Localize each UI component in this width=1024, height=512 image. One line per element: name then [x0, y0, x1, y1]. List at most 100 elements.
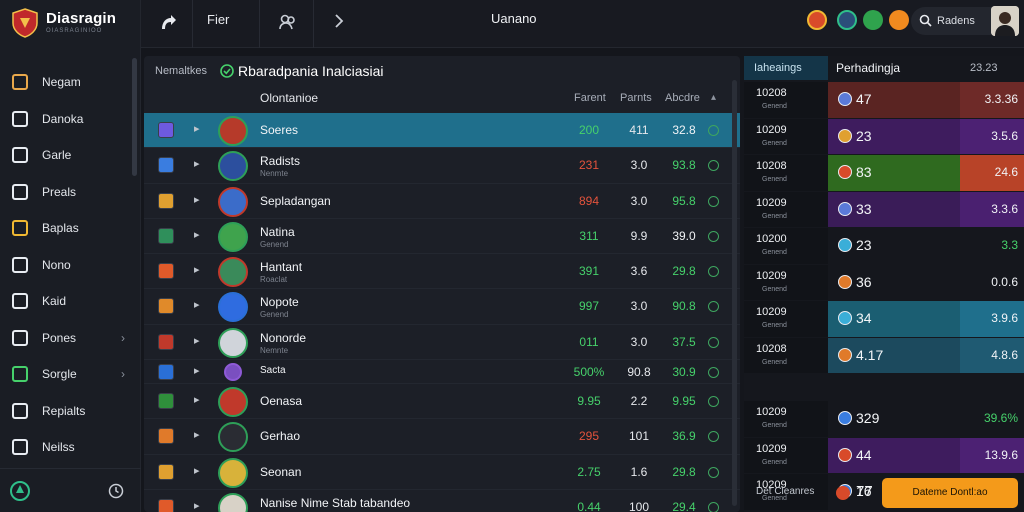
status-dot-icon[interactable]	[708, 431, 719, 443]
standings-row[interactable]: 10209 Genend 36 0.0.6	[744, 264, 1024, 300]
chevron-right-icon[interactable]: ▸	[194, 264, 200, 277]
status-badge-icon[interactable]	[863, 10, 883, 30]
standings-row[interactable]: 10200 Genend 23 3.3	[744, 228, 1024, 264]
status-dot-icon[interactable]	[708, 301, 719, 313]
standings-row[interactable]: 10209 Genend 329 39.6%	[744, 401, 1024, 437]
table-row[interactable]: ▸ Soeres 200 411 32.8	[144, 113, 740, 149]
team-flag-icon	[158, 122, 174, 138]
sidebar-item-0[interactable]: Negam	[0, 64, 141, 101]
chevron-right-icon[interactable]: ▸	[194, 365, 200, 378]
table-row[interactable]: ▸ Gerhao 295 101 36.9	[144, 419, 740, 455]
standings-row[interactable]: 10208 Genend 83 24.6	[744, 155, 1024, 191]
status-dot-icon[interactable]	[708, 195, 719, 207]
status-dot-icon[interactable]	[708, 501, 719, 512]
stat-value-2: 101	[628, 429, 650, 444]
player-avatar[interactable]	[218, 186, 248, 217]
chevron-right-icon[interactable]: ▸	[194, 394, 200, 407]
player-avatar[interactable]	[224, 363, 242, 382]
user-avatar[interactable]	[991, 6, 1019, 36]
status-dot-icon[interactable]	[708, 367, 719, 379]
sidebar-item-3[interactable]: Preals	[0, 174, 141, 211]
table-row[interactable]: ▸ Seonan 2.75 1.6 29.8	[144, 455, 740, 490]
sidebar-scrollbar[interactable]	[132, 58, 137, 176]
search-input[interactable]	[937, 13, 987, 29]
sidebar-item-6[interactable]: Kaid	[0, 283, 141, 320]
player-avatar[interactable]	[218, 457, 248, 488]
player-avatar[interactable]	[218, 221, 248, 252]
column-c3[interactable]: Abcdre	[665, 92, 700, 104]
column-c1[interactable]: Farent	[574, 92, 606, 104]
team-badge-icon[interactable]	[837, 10, 857, 30]
chevron-right-icon[interactable]: ▸	[194, 158, 200, 171]
sort-arrow-icon[interactable]: ▴	[711, 92, 717, 103]
dashboard-icon[interactable]	[157, 12, 181, 36]
users-icon[interactable]	[278, 12, 298, 32]
topbar-menu-label[interactable]: Fier	[207, 12, 230, 27]
chevron-right-icon[interactable]: ▸	[194, 123, 200, 135]
player-avatar[interactable]	[218, 327, 248, 358]
player-avatar[interactable]	[218, 422, 248, 453]
player-avatar[interactable]	[218, 116, 248, 146]
standings-row[interactable]: 10208 Genend 47 3.3.36	[744, 82, 1024, 118]
chevron-right-icon[interactable]: ▸	[194, 464, 200, 477]
table-row[interactable]: ▸ Sepladangan 894 3.0 95.8	[144, 184, 740, 219]
player-avatar[interactable]	[218, 292, 248, 323]
standings-row[interactable]: 10209 Genend 23 3.5.6	[744, 118, 1024, 154]
status-dot-icon[interactable]	[708, 230, 719, 242]
sidebar-item-5[interactable]: Nono	[0, 247, 141, 284]
standings-row[interactable]: 10208 Genend 4.17 4.8.6	[744, 337, 1024, 373]
cta-button[interactable]: Dateme Dontl:ao	[882, 478, 1018, 508]
status-dot-icon[interactable]	[708, 125, 719, 136]
app-tagline: OIASRAGINIOO	[46, 28, 103, 34]
status-dot-icon[interactable]	[708, 266, 719, 278]
sidebar-item-2[interactable]: Garle	[0, 137, 141, 174]
brand-badge-icon[interactable]	[10, 481, 30, 501]
status-dot-icon[interactable]	[708, 336, 719, 348]
chevron-right-icon[interactable]: ▸	[194, 193, 200, 206]
sidebar-item-10[interactable]: Neilss	[0, 429, 141, 466]
table-row[interactable]: ▸ Hantant Roaclat 391 3.6 29.8	[144, 254, 740, 290]
tab-headings[interactable]: Iaheaings	[744, 56, 828, 80]
player-avatar[interactable]	[218, 387, 248, 418]
chevron-right-icon[interactable]: ▸	[194, 228, 200, 241]
standings-row[interactable]: 10209 Genend 34 3.9.6	[744, 301, 1024, 337]
chevron-right-icon[interactable]: ▸	[194, 299, 200, 312]
player-avatar[interactable]	[218, 151, 248, 182]
table-row[interactable]: ▸ Natina Genend 311 9.9 39.0	[144, 219, 740, 255]
player-avatar[interactable]	[218, 492, 248, 512]
chevron-right-icon[interactable]: ▸	[194, 499, 200, 512]
table-row[interactable]: ▸ Nonorde Nemnte 011 3.0 37.5	[144, 325, 740, 361]
table-row[interactable]: ▸ Nopote Genend 997 3.0 90.8	[144, 289, 740, 325]
stat-value-1: 0.44	[577, 499, 601, 512]
player-avatar[interactable]	[218, 257, 248, 288]
sidebar-item-7[interactable]: Pones ›	[0, 320, 141, 357]
table-row[interactable]: ▸ Nanise Nime Stab tabandeoOuaoat 0.44 100 2…	[144, 490, 740, 512]
chevron-right-icon[interactable]: ▸	[194, 334, 200, 347]
status-dot-icon[interactable]	[708, 396, 719, 408]
rating-cell: 3.9.6	[960, 301, 1024, 337]
sidebar-item-8[interactable]: Sorgle ›	[0, 356, 141, 393]
status-dot-icon[interactable]	[708, 160, 719, 172]
clock-icon[interactable]	[108, 483, 124, 499]
table-row[interactable]: ▸ Sacta 500% 90.8 30.9	[144, 360, 740, 385]
chevron-right-icon[interactable]: ▸	[194, 429, 200, 442]
table-row[interactable]: ▸ Radists Nenmte 231 3.0 93.8	[144, 148, 740, 184]
standings-row[interactable]: 10209 Genend 33 3.3.6	[744, 191, 1024, 227]
coins-icon[interactable]	[889, 10, 909, 30]
standings-row[interactable]: 10209 Genend 44 13.9.6	[744, 437, 1024, 473]
app-logo[interactable]: Diasragin OIASRAGINIOO	[10, 6, 136, 40]
sidebar-item-9[interactable]: Repialts	[0, 393, 141, 430]
sidebar-item-1[interactable]: Danoka	[0, 101, 141, 138]
chevron-right-icon[interactable]	[331, 12, 347, 30]
notification-avatar-icon[interactable]	[807, 10, 827, 30]
stat-value-1: 231	[578, 158, 600, 173]
filter-label[interactable]: Nemaltkes	[155, 65, 207, 77]
table-row[interactable]: ▸ Oenasa 9.95 2.2 9.95	[144, 384, 740, 420]
column-name[interactable]: Olontanioe	[260, 91, 319, 105]
column-c2[interactable]: Parnts	[620, 92, 652, 104]
list-scrollbar[interactable]	[732, 80, 737, 506]
stat-value-1: 9.95	[577, 394, 601, 409]
sidebar-item-4[interactable]: Baplas	[0, 210, 141, 247]
team-badge-icon	[836, 486, 850, 500]
status-dot-icon[interactable]	[708, 466, 719, 478]
